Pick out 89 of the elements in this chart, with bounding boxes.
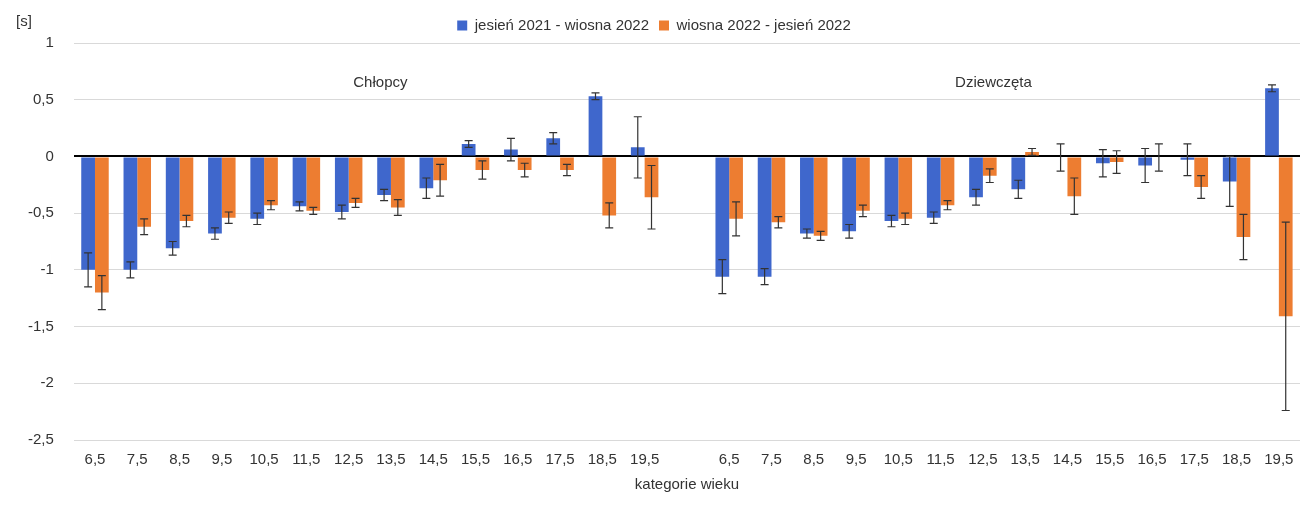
bar (1194, 157, 1209, 188)
bar (123, 157, 138, 270)
x-tick-label: 8,5 (803, 450, 825, 468)
bar (348, 157, 363, 203)
bar (165, 157, 180, 249)
annotation: Chłopcy (353, 72, 408, 90)
bar (250, 157, 265, 219)
bar (898, 157, 913, 219)
bar (546, 138, 561, 156)
x-tick-label: 15,5 (460, 450, 491, 468)
x-tick-label: 19,5 (630, 450, 660, 468)
bar (560, 157, 574, 171)
bar (390, 157, 405, 208)
x-tick-label: 14,5 (1052, 450, 1083, 468)
bar (1067, 157, 1082, 197)
y-tick-label: -0,5 (27, 203, 54, 221)
annotation: Dziewczęta (955, 72, 1033, 90)
x-tick-label: 17,5 (545, 450, 575, 468)
bar (813, 157, 828, 236)
bar (94, 157, 109, 293)
x-tick-label: 17,5 (1179, 450, 1209, 468)
x-tick-label: 14,5 (418, 450, 448, 468)
bar (208, 157, 222, 234)
x-tick-label: 13,5 (1010, 450, 1040, 468)
x-tick-label: 12,5 (968, 450, 998, 468)
bar (1265, 88, 1279, 156)
x-tick-label: 7,5 (761, 450, 782, 468)
x-tick-label: 7,5 (126, 450, 148, 468)
x-tick-label: 10,5 (883, 450, 913, 468)
bar (602, 157, 617, 216)
x-tick-label: 6,5 (84, 450, 106, 468)
x-tick-label: 15,5 (1095, 450, 1125, 468)
bar (517, 157, 532, 171)
bar (842, 157, 857, 232)
bar (982, 157, 997, 176)
y-tick-label: -2,5 (27, 430, 54, 448)
bar (940, 157, 955, 206)
bar (461, 143, 476, 156)
x-tick-label: 18,5 (1221, 450, 1252, 468)
bar (771, 157, 786, 223)
x-tick-label: 9,5 (211, 450, 233, 468)
x-tick-label: 19,5 (1264, 450, 1294, 468)
x-tick-label: 10,5 (249, 450, 279, 468)
legend-label: jesień 2021 - wiosna 2022 (473, 15, 650, 33)
x-tick-label: 11,5 (292, 450, 321, 468)
x-tick-label: 8,5 (169, 450, 190, 468)
bar (729, 157, 743, 219)
bar (715, 157, 730, 277)
bar (1236, 157, 1251, 237)
x-tick-label: 16,5 (503, 450, 533, 468)
bar (306, 157, 321, 211)
bar (630, 147, 645, 156)
bar (856, 157, 870, 211)
y-axis-title: [s] (16, 11, 32, 29)
bar (884, 157, 899, 222)
bar (81, 157, 95, 270)
x-tick-label: 18,5 (587, 450, 617, 468)
bar (137, 157, 152, 227)
x-tick-label: 12,5 (334, 450, 364, 468)
x-tick-label: 16,5 (1137, 450, 1167, 468)
x-tick-label: 9,5 (845, 450, 867, 468)
bar (1109, 157, 1124, 163)
y-tick-label: 0,5 (32, 89, 54, 107)
x-tick-label: 13,5 (376, 450, 406, 468)
y-tick-label: -2 (40, 373, 54, 391)
bar (588, 96, 603, 156)
bar (292, 157, 307, 207)
bar (757, 157, 772, 277)
bar (800, 157, 814, 234)
x-axis-title: kategorie wieku (634, 475, 740, 493)
x-tick-label: 6,5 (718, 450, 740, 468)
bar (419, 157, 434, 189)
bar (179, 157, 194, 222)
y-tick-label: -1,5 (27, 316, 54, 334)
y-tick-label: 1 (45, 33, 54, 51)
x-tick-label: 11,5 (926, 450, 955, 468)
bar (264, 157, 278, 206)
legend-label: wiosna 2022 - jesień 2022 (675, 15, 851, 33)
bar (334, 157, 349, 213)
bar (926, 157, 941, 218)
bar (1011, 157, 1026, 190)
bar (1278, 157, 1293, 317)
y-tick-label: 0 (45, 146, 54, 164)
bar (221, 157, 236, 218)
bar (377, 157, 391, 195)
bar (1180, 157, 1195, 160)
y-tick-label: -1 (40, 260, 54, 277)
bar (969, 157, 983, 198)
bar (1222, 157, 1237, 182)
